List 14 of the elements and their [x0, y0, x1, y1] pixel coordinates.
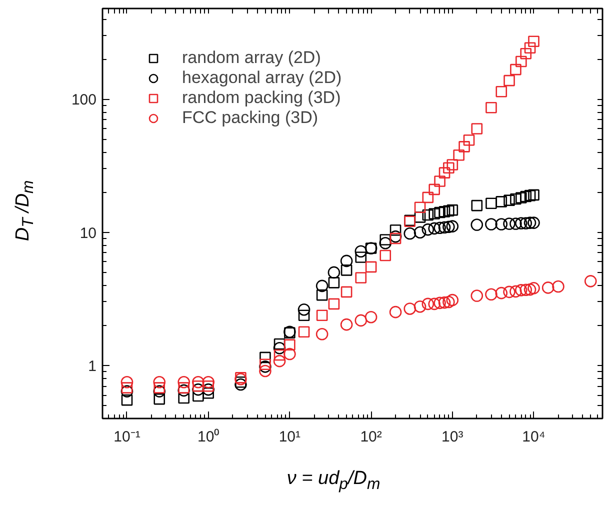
y-tick-label: 1 [88, 358, 96, 376]
legend-label: hexagonal array (2D) [182, 68, 342, 88]
x-axis-title: ν = ud$_{p}$/D$_{m}$ [286, 467, 382, 495]
x-tick-label: 10³ [442, 428, 464, 446]
y-tick-label: 10 [80, 224, 97, 242]
legend-label: random array (2D) [182, 48, 321, 68]
x-tick-label: 10¹ [278, 428, 301, 446]
legend-label: FCC packing (3D) [182, 108, 318, 128]
x-tick-label: 10⁻¹ [114, 428, 140, 446]
x-tick-label: 10² [360, 428, 382, 446]
x-tick-label: 10⁰ [198, 428, 220, 446]
y-tick-label: 100 [71, 92, 97, 109]
legend-label: random packing (3D) [182, 88, 341, 108]
x-tick-label: 10⁴ [522, 428, 546, 446]
